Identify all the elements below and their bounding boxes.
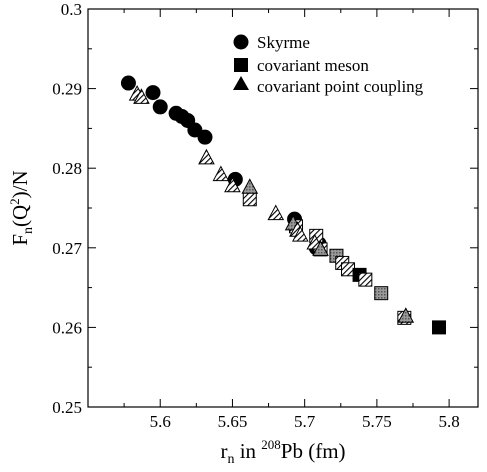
x-tick-label: 5.8 [438,412,459,431]
x-tick-label: 5.6 [150,412,171,431]
legend-marker-skyrme [233,34,249,50]
data-point-covariant-point-coupling [241,178,259,194]
legend-marker-covariant-meson [234,58,248,72]
x-label-main: r [220,439,227,463]
x-label-tail: Pb (fm) [281,439,346,463]
y-label-sup: 2 [7,198,22,205]
legend-marker-covariant-point-coupling [233,76,249,90]
x-tick-label: 5.75 [362,412,392,431]
legend: Skyrme covariant meson covariant point c… [233,33,424,96]
y-tick-label: 0.26 [52,318,82,337]
x-tick-label: 5.7 [294,412,316,431]
data-point-skyrme [187,122,203,138]
y-tick-label: 0.29 [52,80,82,99]
y-tick-label: 0.25 [52,398,82,417]
data-point-covariant-meson [432,320,446,335]
y-label-sub: n [21,227,36,234]
y-axis-label: Fn(Q2)/N [7,170,36,245]
x-axis: 5.6 5.65 5.7 5.75 5.8 [123,9,460,431]
x-label-sup: 208 [261,437,281,452]
data-point-covariant-point-coupling [312,240,329,256]
data-point-covariant-point-coupling [133,88,150,104]
data-point-skyrme [120,75,136,91]
data-point-skyrme [145,85,161,101]
data-point-covariant-point-coupling [198,148,215,165]
legend-label-covariant-point-coupling: covariant point coupling [257,77,424,96]
legend-label-covariant-meson: covariant meson [257,56,369,75]
data-point-covariant-meson [242,192,257,207]
data-point-skyrme [197,129,213,145]
y-label-main: F [8,234,32,246]
data-point-covariant-meson [374,286,389,301]
y-label-open: (Q [8,205,32,227]
data-point-covariant-point-coupling [224,176,241,193]
data-point-covariant-meson [358,272,373,287]
data-points [120,75,446,335]
data-point-covariant-point-coupling [397,307,415,323]
data-point-covariant-point-coupling [212,165,230,182]
y-axis: 0.25 0.26 0.27 0.28 0.29 0.3 [52,0,478,417]
y-tick-label: 0.28 [52,159,82,178]
data-point-covariant-meson [341,262,355,277]
data-point-covariant-point-coupling [291,226,309,242]
legend-label-skyrme: Skyrme [257,33,310,52]
x-tick-label: 5.65 [218,412,248,431]
data-point-covariant-point-coupling [267,204,285,221]
x-label-mid: in [234,439,261,463]
x-axis-label: rn in 208Pb (fm) [220,437,345,467]
y-tick-label: 0.27 [52,239,82,258]
x-label-sub: n [227,452,234,467]
y-label-tail: )/N [8,170,32,198]
data-point-skyrme [152,99,168,115]
y-tick-label: 0.3 [61,0,82,19]
